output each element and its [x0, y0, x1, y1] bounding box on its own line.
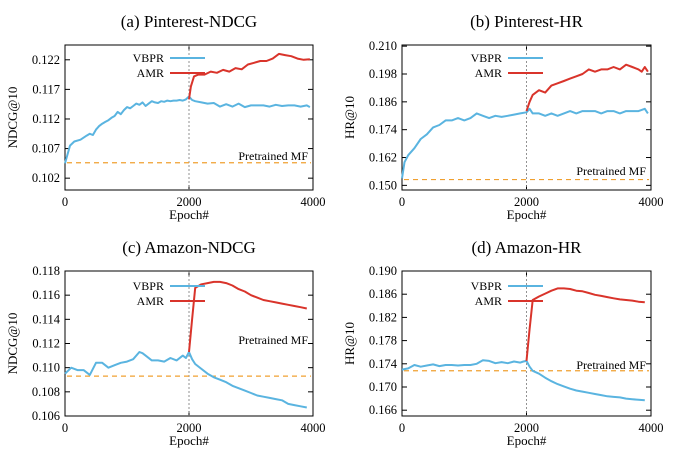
legend-label-amr: AMR: [475, 66, 502, 80]
baseline-label: Pretrained MF: [238, 333, 308, 347]
y-tick-label: 0.116: [32, 288, 60, 302]
y-tick-label: 0.166: [369, 403, 397, 417]
x-tick-label: 4000: [639, 421, 664, 435]
legend-label-amr: AMR: [137, 294, 164, 308]
y-tick-label: 0.186: [369, 287, 397, 301]
y-tick-label: 0.122: [32, 53, 60, 67]
series-line-vbpr: [64, 95, 311, 164]
y-tick-label: 0.150: [369, 178, 397, 192]
x-axis-label: Epoch#: [169, 207, 209, 222]
chart-panel-2: (b) Pinterest-HR 0.150 0.162 0.174 0.186 0.19…: [342, 12, 664, 222]
y-tick-label: 0.114: [32, 312, 60, 326]
series-line-amr: [188, 280, 308, 353]
x-tick-label: 4000: [301, 195, 326, 209]
y-tick-label: 0.118: [32, 264, 60, 278]
series-line-vbpr: [401, 107, 649, 179]
y-axis-label: NDCG@10: [5, 313, 20, 375]
y-tick-label: 0.106: [32, 409, 60, 423]
legend-label-vbpr: VBPR: [133, 51, 164, 65]
legend-label-vbpr: VBPR: [133, 279, 164, 293]
y-tick-label: 0.112: [32, 337, 60, 351]
x-tick-label: 0: [399, 421, 405, 435]
baseline-label: Pretrained MF: [238, 149, 308, 163]
x-tick-label: 4000: [639, 195, 664, 209]
baseline-label: Pretrained MF: [576, 358, 646, 372]
x-axis-label: Epoch#: [507, 207, 547, 222]
x-tick-label: 0: [62, 195, 68, 209]
chart-title: (c) Amazon-NDCG: [122, 238, 256, 257]
y-axis-label: HR@10: [342, 96, 357, 139]
chart-panel-1: (a) Pinterest-NDCG 0.102 0.107 0.112 0.117 0.…: [5, 12, 326, 222]
y-tick-label: 0.107: [32, 142, 60, 156]
y-tick-label: 0.198: [369, 67, 397, 81]
chart-title: (d) Amazon-HR: [471, 238, 582, 257]
legend-label-amr: AMR: [475, 294, 502, 308]
baseline-label: Pretrained MF: [576, 164, 646, 178]
legend-label-vbpr: VBPR: [471, 279, 502, 293]
x-tick-label: 0: [399, 195, 405, 209]
y-tick-label: 0.210: [369, 39, 397, 53]
y-axis-label: NDCG@10: [5, 87, 20, 149]
y-tick-label: 0.117: [32, 82, 60, 96]
y-tick-label: 0.174: [369, 357, 398, 371]
y-axis-label: HR@10: [342, 322, 357, 365]
y-tick-label: 0.170: [369, 380, 397, 394]
series-line-vbpr: [401, 359, 645, 402]
series-line-vbpr: [64, 351, 307, 409]
legend-label-vbpr: VBPR: [471, 51, 502, 65]
y-tick-label: 0.182: [369, 310, 397, 324]
x-tick-label: 4000: [301, 421, 326, 435]
y-tick-label: 0.162: [369, 151, 397, 165]
series-line-amr: [188, 52, 310, 100]
y-tick-label: 0.190: [369, 264, 397, 278]
y-tick-label: 0.102: [32, 171, 60, 185]
chart-panel-3: (c) Amazon-NDCG 0.106 0.108 0.110 0.112 0.114…: [5, 238, 326, 448]
y-tick-label: 0.110: [32, 361, 60, 375]
x-tick-label: 0: [62, 421, 68, 435]
y-tick-label: 0.186: [369, 95, 397, 109]
chart-panel-4: (d) Amazon-HR 0.166 0.170 0.174 0.178 0.182 0.…: [342, 238, 664, 448]
x-tick-label: 2000: [177, 195, 202, 209]
series-line-amr: [525, 287, 645, 361]
y-tick-label: 0.178: [369, 334, 397, 348]
chart-title: (a) Pinterest-NDCG: [121, 12, 257, 31]
legend-label-amr: AMR: [137, 66, 164, 80]
y-tick-label: 0.174: [369, 123, 398, 137]
x-tick-label: 2000: [177, 421, 202, 435]
chart-title: (b) Pinterest-HR: [470, 12, 584, 31]
series-line-amr: [525, 63, 649, 112]
x-axis-label: Epoch#: [169, 433, 209, 448]
y-tick-label: 0.108: [32, 385, 60, 399]
y-tick-label: 0.112: [32, 112, 60, 126]
x-axis-label: Epoch#: [507, 433, 547, 448]
x-tick-label: 2000: [514, 421, 539, 435]
x-tick-label: 2000: [514, 195, 539, 209]
